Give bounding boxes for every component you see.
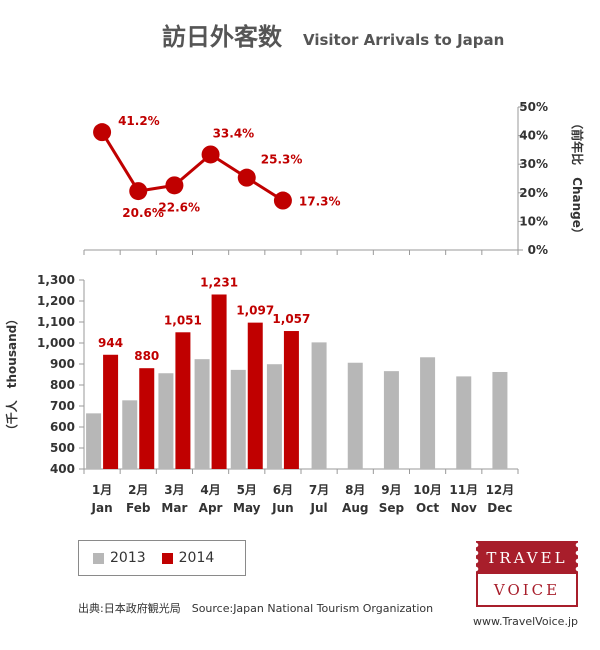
bar-y-tick-label: 1,100 <box>37 315 75 329</box>
bar-2013 <box>230 369 246 469</box>
bar-y-tick-label: 1,000 <box>37 336 75 350</box>
change-label: 41.2% <box>118 114 160 128</box>
site-url: www.TravelVoice.jp <box>473 615 578 628</box>
bar-2014 <box>211 294 227 469</box>
bar-2013 <box>383 371 399 469</box>
month-label-jp: 4月 <box>200 483 220 497</box>
bar-y-tick-label: 400 <box>50 462 75 476</box>
month-label-en: Sep <box>379 501 405 515</box>
bar-2013 <box>266 364 282 469</box>
bar-y-tick-label: 1,300 <box>37 273 75 287</box>
line-y-tick-label: 10% <box>519 214 548 228</box>
month-label-jp: 10月 <box>413 483 442 497</box>
line-y-tick-label: 0% <box>528 243 548 257</box>
change-label: 22.6% <box>158 200 200 214</box>
chart-title-jp: 訪日外客数 <box>162 23 283 51</box>
change-label: 17.3% <box>299 195 341 209</box>
bar-2013 <box>492 371 508 469</box>
month-label-en: Aug <box>342 501 368 515</box>
logo-top: TRAVEL <box>476 541 578 574</box>
line-y-axis-title: （前年比 Change） <box>570 117 585 240</box>
change-label: 25.3% <box>261 153 303 167</box>
legend-item-2013: 2013 <box>93 550 146 566</box>
bar-2013 <box>456 376 472 469</box>
bar-chart: 400 500 600 700 800 900 1,000 1,100 1,200 1,300 （千… <box>4 273 519 515</box>
change-point <box>201 145 220 164</box>
month-label-jp: 6月 <box>273 483 293 497</box>
bar-2014 <box>247 322 263 469</box>
month-label-en: Feb <box>126 501 151 515</box>
bar-2014 <box>175 332 191 469</box>
bar-2014-label: 1,057 <box>272 312 310 326</box>
line-y-tick-label: 20% <box>519 186 548 200</box>
month-label-en: May <box>233 501 261 515</box>
bar-y-axis-title: （千人 thousand） <box>4 313 19 436</box>
bar-2014-label: 944 <box>98 336 123 350</box>
legend-label-2014: 2014 <box>178 550 215 566</box>
month-label-en: Apr <box>199 501 223 515</box>
change-line <box>100 131 284 202</box>
month-label-en: Mar <box>161 501 187 515</box>
bar-2014-label: 1,051 <box>164 313 202 327</box>
bar-2014-label: 880 <box>134 349 159 363</box>
legend-label-2013: 2013 <box>110 550 146 566</box>
month-label-en: Nov <box>451 501 477 515</box>
bar-y-tick-label: 800 <box>50 378 75 392</box>
bar-2014-label: 1,231 <box>200 275 238 289</box>
line-chart: 0%10%20%30%40%50%（前年比 Change）41.2%20.6%2… <box>83 100 585 257</box>
bar-2014 <box>103 354 119 469</box>
line-y-tick-label: 30% <box>519 157 548 171</box>
change-point <box>273 191 292 210</box>
month-label-jp: 12月 <box>486 483 515 497</box>
logo-bottom: VOICE <box>476 574 578 607</box>
change-point <box>237 168 256 187</box>
bar-2014-label: 1,097 <box>236 304 274 318</box>
month-label-en: Oct <box>416 501 439 515</box>
bar-y-tick-label: 500 <box>50 441 75 455</box>
month-label-jp: 3月 <box>164 483 184 497</box>
bar-2013 <box>311 342 327 469</box>
legend-item-2014: 2014 <box>161 550 215 566</box>
change-point <box>129 182 148 201</box>
bar-2013 <box>194 359 210 469</box>
legend-swatch-2013 <box>93 552 104 564</box>
chart-title-en: Visitor Arrivals to Japan <box>303 31 504 49</box>
bar-2014 <box>283 331 299 469</box>
travel-voice-logo: TRAVEL VOICE <box>476 541 578 611</box>
line-y-tick-label: 50% <box>519 100 548 114</box>
month-label-en: Jun <box>271 501 294 515</box>
bar-2014 <box>139 368 155 469</box>
month-label-jp: 7月 <box>309 483 329 497</box>
bar-y-tick-label: 700 <box>50 399 75 413</box>
month-label-en: Jan <box>91 501 113 515</box>
bar-2013 <box>347 362 363 469</box>
bar-2013 <box>122 400 138 469</box>
change-point <box>165 176 184 195</box>
legend: 2013 2014 <box>78 540 246 576</box>
month-label-jp: 2月 <box>128 483 148 497</box>
month-label-jp: 1月 <box>92 483 112 497</box>
month-label-en: Dec <box>487 501 512 515</box>
change-label: 20.6% <box>122 206 164 220</box>
month-label-jp: 8月 <box>345 483 365 497</box>
month-label-en: Jul <box>310 501 328 515</box>
bar-2013 <box>158 373 174 469</box>
month-label-jp: 5月 <box>237 483 257 497</box>
bar-y-tick-label: 900 <box>50 357 75 371</box>
bar-2013 <box>420 357 436 469</box>
bar-2013 <box>86 413 102 469</box>
month-label-jp: 11月 <box>449 483 478 497</box>
legend-swatch-2014 <box>161 552 173 564</box>
source-note: 出典:日本政府観光局 Source:Japan National Tourism… <box>78 602 434 615</box>
line-y-tick-label: 40% <box>519 129 548 143</box>
bar-y-tick-label: 600 <box>50 420 75 434</box>
change-label: 33.4% <box>213 126 255 140</box>
change-point <box>93 123 112 142</box>
bar-y-tick-label: 1,200 <box>37 294 75 308</box>
month-label-jp: 9月 <box>381 483 401 497</box>
